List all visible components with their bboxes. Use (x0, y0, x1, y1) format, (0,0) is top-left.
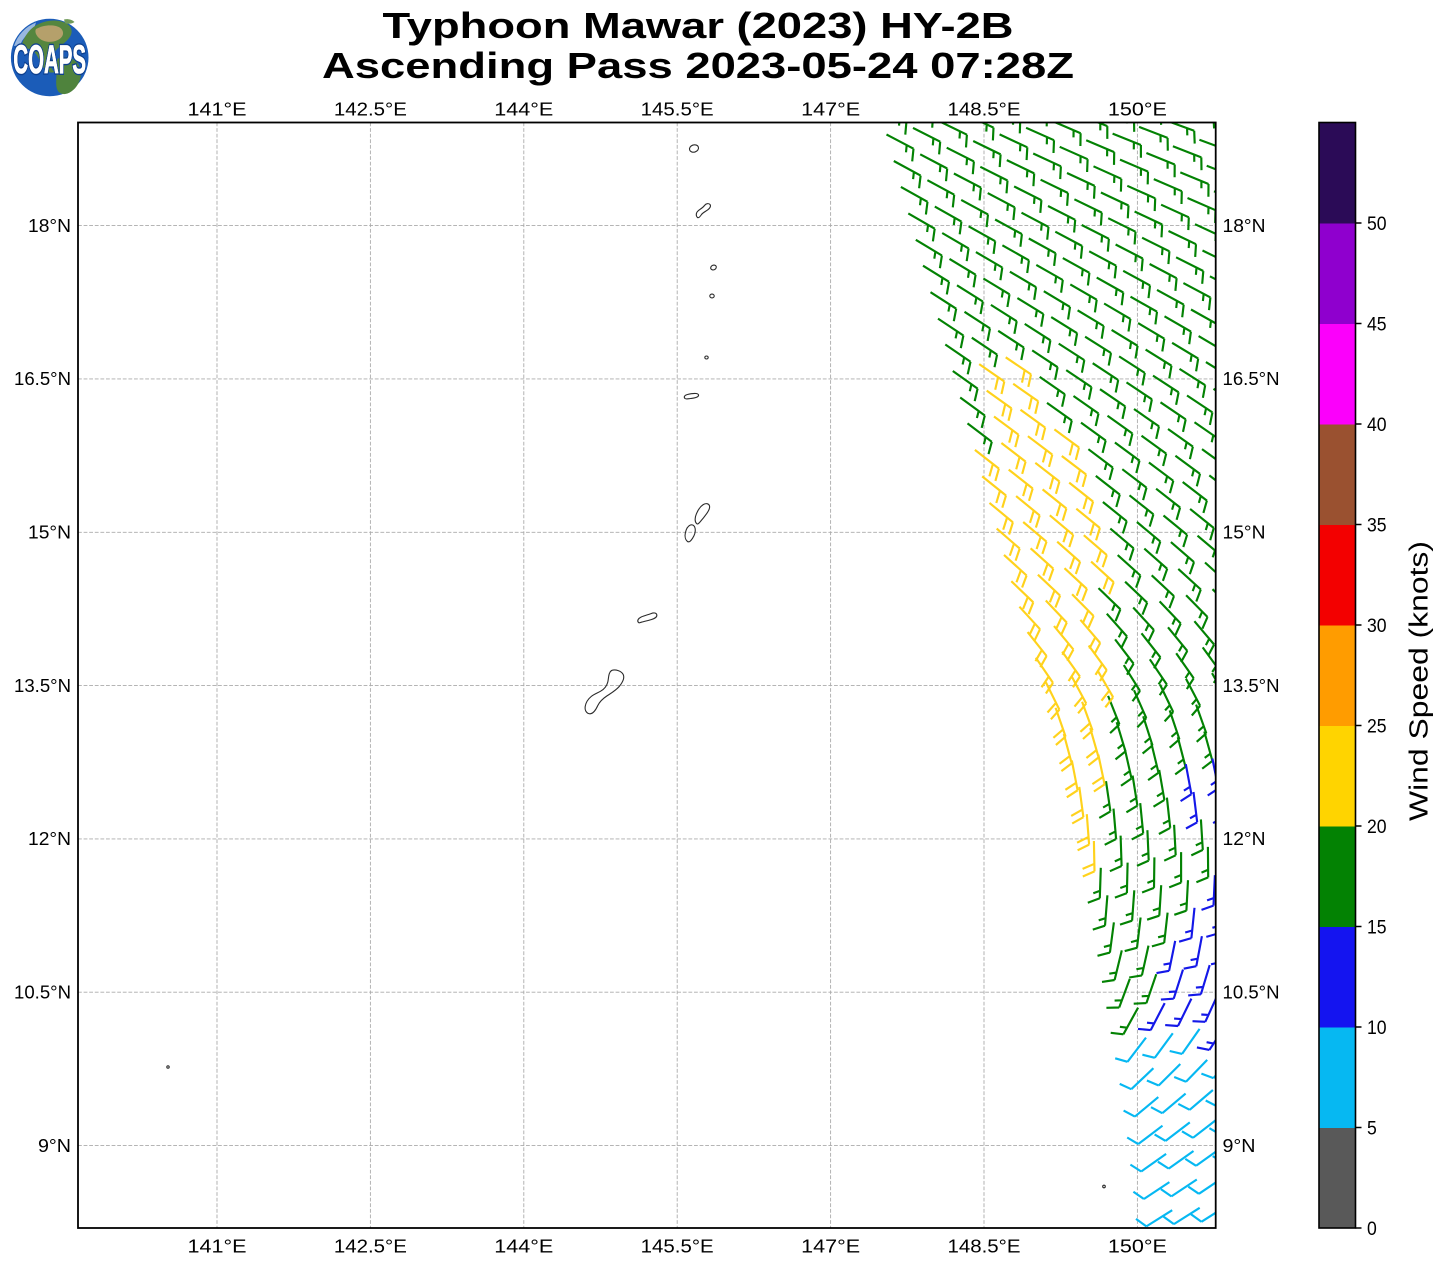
svg-text:20: 20 (1367, 816, 1387, 838)
svg-text:15: 15 (1367, 917, 1387, 939)
svg-text:9°N: 9°N (38, 1135, 71, 1156)
svg-text:Wind Speed (knots): Wind Speed (knots) (1406, 541, 1434, 821)
svg-text:16.5°N: 16.5°N (14, 368, 71, 389)
svg-text:45: 45 (1367, 314, 1387, 336)
svg-text:COAPS: COAPS (13, 36, 86, 81)
svg-text:13.5°N: 13.5°N (14, 675, 71, 696)
svg-text:144°E: 144°E (494, 1236, 553, 1257)
svg-text:18°N: 18°N (28, 215, 71, 236)
svg-text:5: 5 (1367, 1118, 1377, 1140)
svg-text:141°E: 141°E (188, 1236, 247, 1257)
svg-text:50: 50 (1367, 213, 1387, 235)
svg-text:145.5°E: 145.5°E (641, 1236, 714, 1257)
svg-text:Ascending Pass 2023-05-24 07:2: Ascending Pass 2023-05-24 07:28Z (322, 45, 1074, 86)
svg-text:148.5°E: 148.5°E (948, 1236, 1021, 1257)
svg-text:15°N: 15°N (28, 522, 71, 543)
svg-text:150°E: 150°E (1108, 1236, 1167, 1257)
svg-text:142.5°E: 142.5°E (334, 99, 407, 120)
svg-text:Typhoon Mawar (2023) HY-2B: Typhoon Mawar (2023) HY-2B (383, 5, 1014, 46)
svg-text:40: 40 (1367, 414, 1387, 436)
svg-text:148.5°E: 148.5°E (948, 99, 1021, 120)
svg-text:10.5°N: 10.5°N (14, 982, 71, 1003)
svg-text:25: 25 (1367, 716, 1387, 738)
svg-text:30: 30 (1367, 615, 1387, 637)
svg-text:10.5°N: 10.5°N (1223, 982, 1280, 1003)
svg-text:0: 0 (1367, 1218, 1377, 1240)
svg-text:147°E: 147°E (801, 99, 860, 120)
svg-text:16.5°N: 16.5°N (1223, 368, 1280, 389)
svg-text:141°E: 141°E (188, 99, 247, 120)
svg-text:12°N: 12°N (28, 828, 71, 849)
svg-text:13.5°N: 13.5°N (1223, 675, 1280, 696)
svg-text:COAPS: COAPS (13, 36, 86, 81)
svg-text:144°E: 144°E (494, 99, 553, 120)
svg-text:9°N: 9°N (1223, 1135, 1256, 1156)
svg-text:15°N: 15°N (1223, 522, 1266, 543)
svg-text:142.5°E: 142.5°E (334, 1236, 407, 1257)
svg-text:35: 35 (1367, 515, 1387, 537)
svg-text:12°N: 12°N (1223, 828, 1266, 849)
svg-text:147°E: 147°E (801, 1236, 860, 1257)
svg-text:150°E: 150°E (1108, 99, 1167, 120)
svg-text:145.5°E: 145.5°E (641, 99, 714, 120)
svg-text:10: 10 (1367, 1017, 1387, 1039)
svg-text:18°N: 18°N (1223, 215, 1266, 236)
